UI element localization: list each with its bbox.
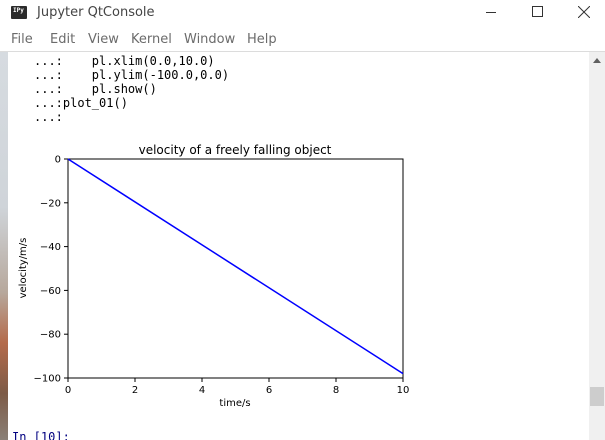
y-tick-label: −100 <box>34 374 61 385</box>
code-text: pl.ylim(-100.0,0.0) <box>62 68 230 82</box>
menu-window[interactable]: Window <box>184 32 236 47</box>
continuation-prompt: ...: <box>34 96 63 110</box>
y-axis-label: velocity/m/s <box>18 238 29 299</box>
y-tick-label: −40 <box>40 242 61 253</box>
chart-title: velocity of a freely falling object <box>139 143 332 157</box>
plot-area <box>67 158 404 379</box>
title-bar: IPy Jupyter QtConsole <box>0 0 605 26</box>
scrollbar-thumb[interactable] <box>590 387 604 406</box>
background-strip <box>0 52 8 440</box>
console-line: ...: pl.ylim(-100.0,0.0) <box>34 68 229 82</box>
continuation-prompt: ...: <box>34 110 63 124</box>
continuation-prompt: ...: <box>34 54 63 68</box>
x-tick-label: 4 <box>199 385 205 396</box>
vertical-scrollbar[interactable] <box>589 52 605 440</box>
y-tick-label: −60 <box>40 286 61 297</box>
console-output[interactable]: ...: pl.xlim(0.0,10.0) ...: pl.ylim(-100… <box>0 52 589 440</box>
velocity-series-line <box>67 158 404 375</box>
menu-view[interactable]: View <box>88 32 119 47</box>
x-tick-label: 10 <box>397 385 410 396</box>
menu-divider <box>0 51 605 52</box>
input-prompt: In [10]: <box>12 430 70 440</box>
scroll-up-arrow-icon[interactable] <box>589 52 605 68</box>
continuation-prompt: ...: <box>34 82 63 96</box>
series-group <box>67 158 404 375</box>
y-tick-label: 0 <box>55 155 61 166</box>
minimize-button[interactable] <box>468 0 514 26</box>
continuation-prompt: ...: <box>34 68 63 82</box>
code-text: pl.show() <box>62 82 157 96</box>
console-line: ...: pl.show() <box>34 82 157 96</box>
console-line: ...: <box>34 110 63 124</box>
console-line: ...: pl.xlim(0.0,10.0) <box>34 54 215 68</box>
x-tick-label: 2 <box>132 385 138 396</box>
x-axis-label: time/s <box>219 398 250 409</box>
code-text: plot_01() <box>62 96 128 110</box>
close-button[interactable] <box>560 0 605 26</box>
window-title: Jupyter QtConsole <box>37 5 155 20</box>
menu-help[interactable]: Help <box>247 32 277 47</box>
x-tick-label: 8 <box>333 385 339 396</box>
y-tick-label: −20 <box>40 198 61 209</box>
x-tick-label: 0 <box>65 385 71 396</box>
menu-bar: File Edit View Kernel Window Help <box>0 29 605 51</box>
y-axis: 0 −20 −40 −60 −80 −100 <box>34 155 68 385</box>
jupyter-qtconsole-icon: IPy <box>11 6 27 19</box>
maximize-button[interactable] <box>514 0 560 26</box>
menu-file[interactable]: File <box>11 32 33 47</box>
velocity-plot: velocity of a freely falling object 0 2 4 6… <box>18 143 410 409</box>
menu-kernel[interactable]: Kernel <box>131 32 172 47</box>
y-tick-label: −80 <box>40 330 61 341</box>
menu-edit[interactable]: Edit <box>50 32 76 47</box>
close-icon <box>578 6 590 18</box>
x-axis: 0 2 4 6 8 10 <box>65 378 410 396</box>
x-tick-label: 6 <box>266 385 272 396</box>
code-text: pl.xlim(0.0,10.0) <box>62 54 215 68</box>
console-line: ...:plot_01() <box>34 96 128 110</box>
